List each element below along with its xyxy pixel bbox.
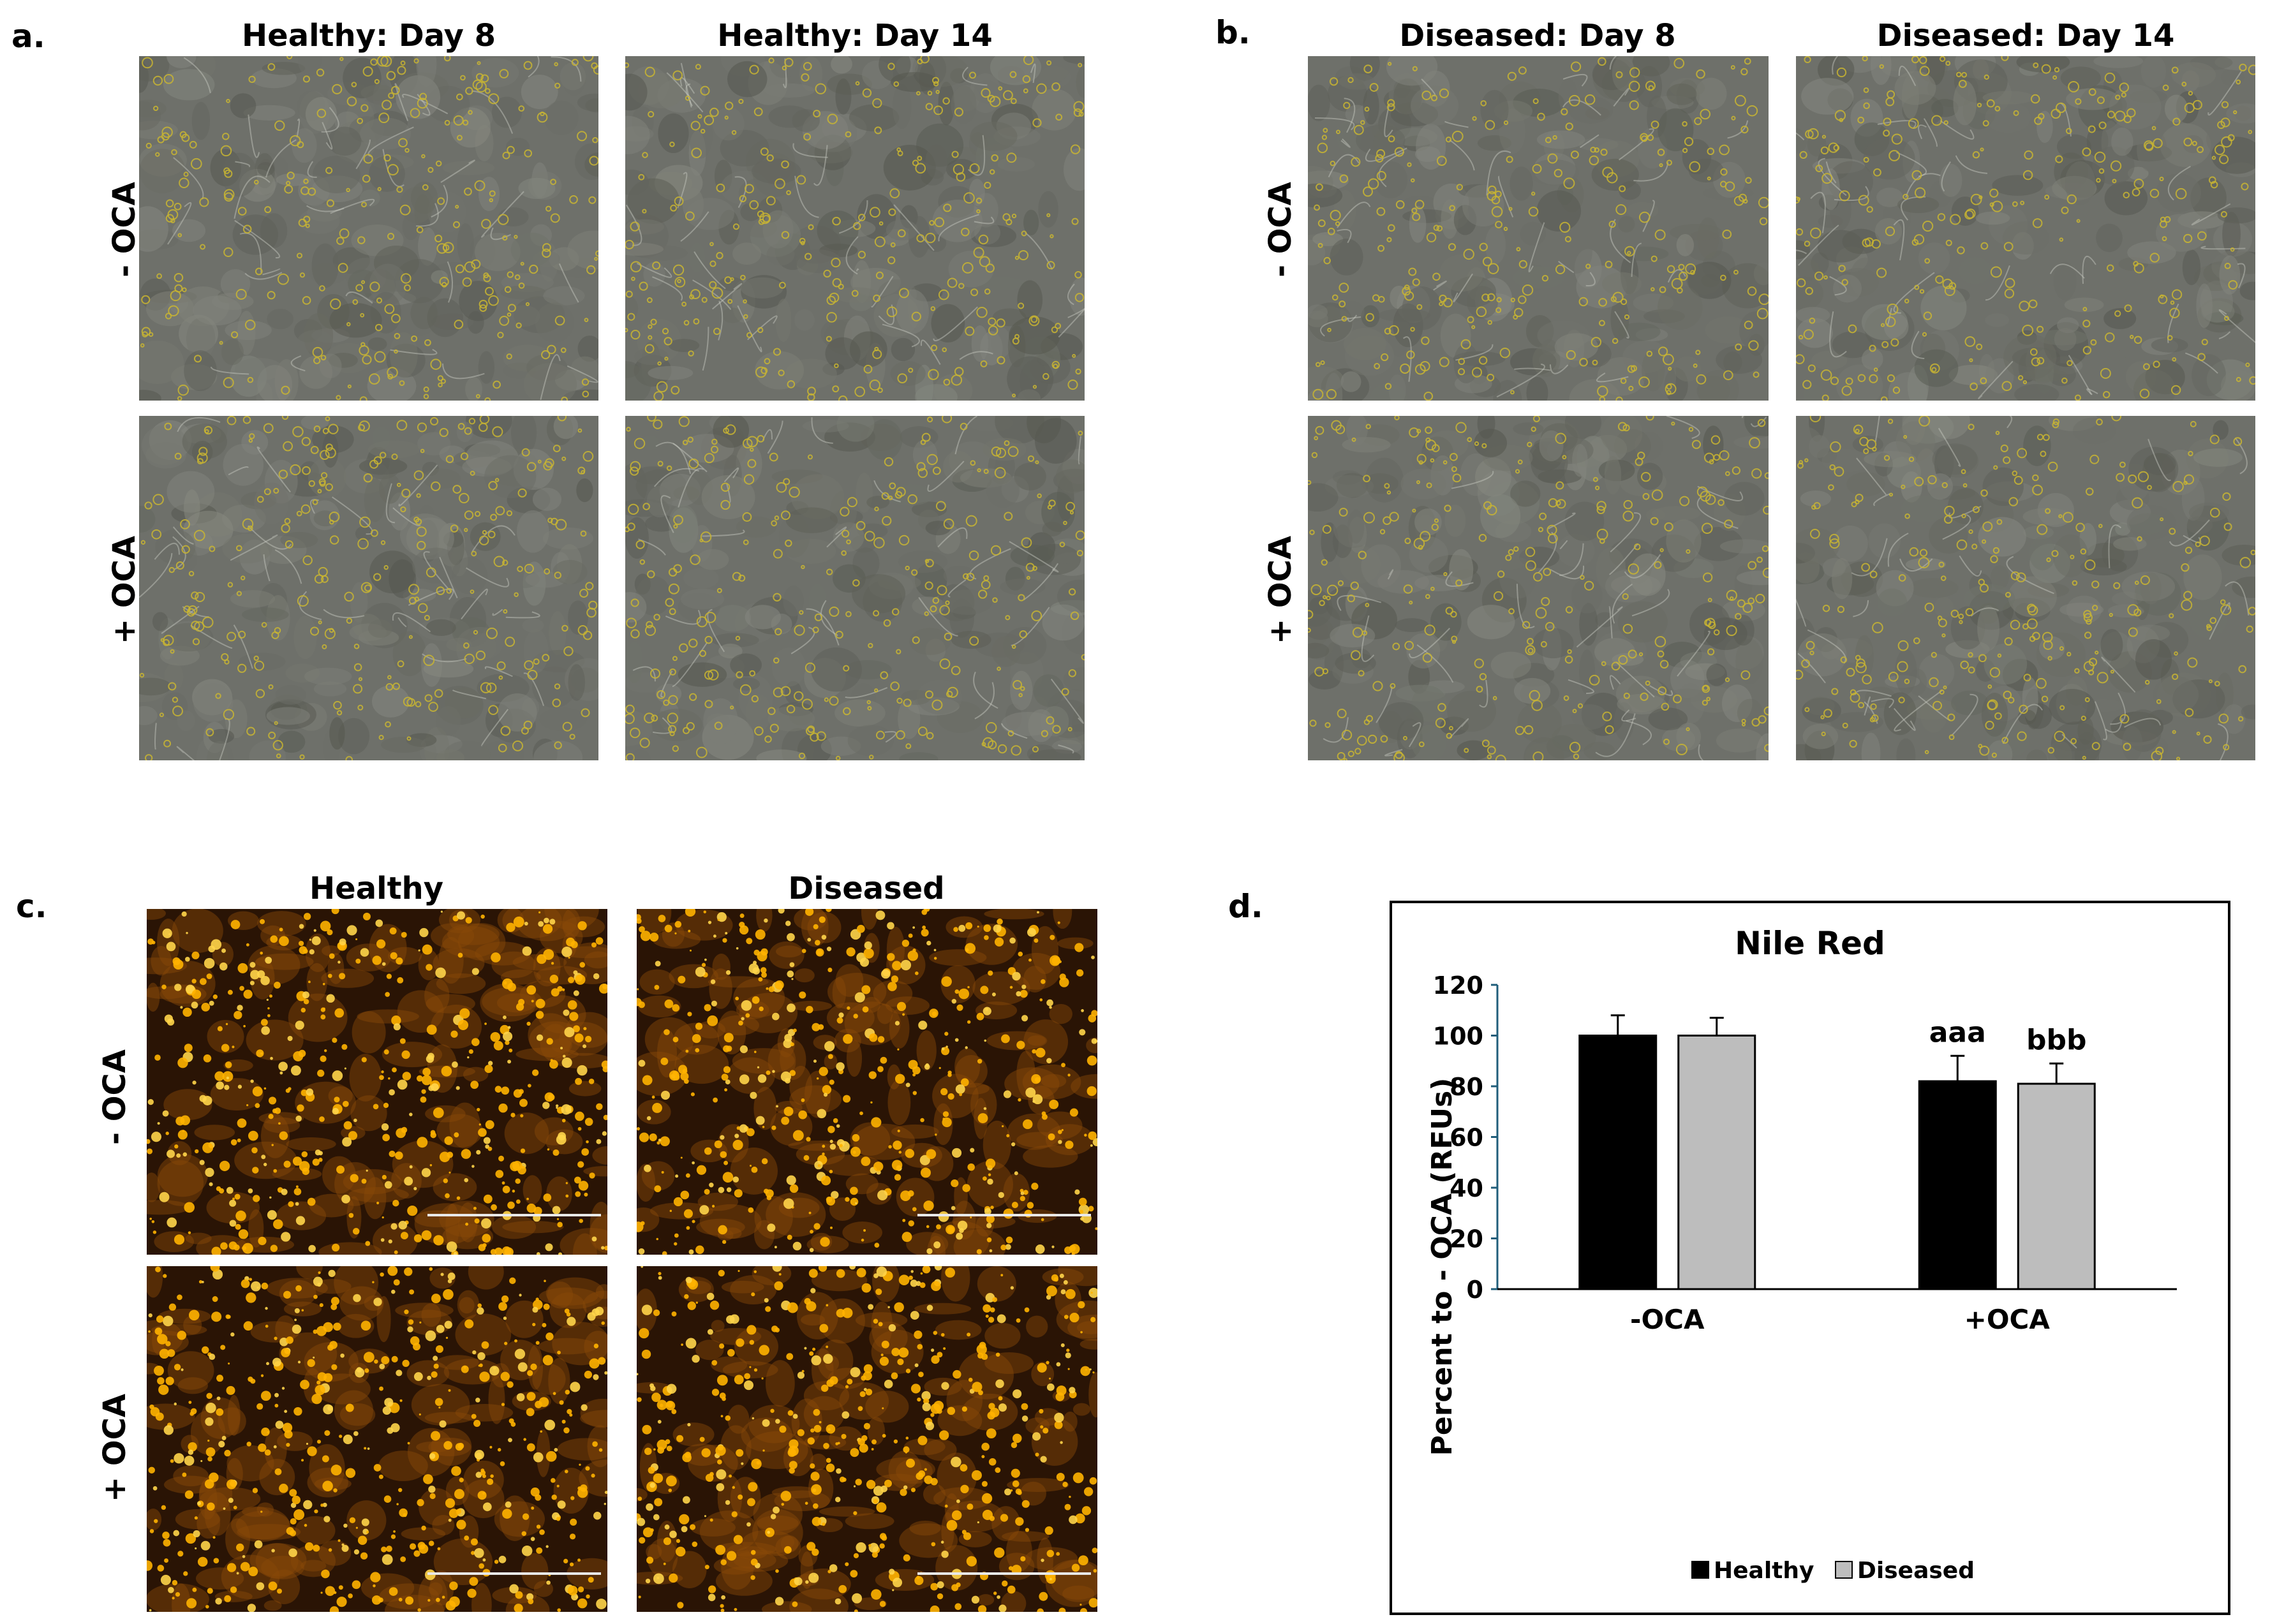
panel-d-label: d.: [1228, 888, 1263, 925]
y-tick-label: 20: [1450, 1225, 1483, 1253]
bar-diseased-oca: [2017, 1082, 2096, 1290]
panel-b-row-label-minus: - OCA: [1263, 182, 1298, 277]
nile-red-bar-chart: Nile Red Percent to - OCA (RFUs) 0 20 40 60…: [1426, 925, 2177, 1584]
x-tick-label: +OCA: [1964, 1304, 2051, 1335]
panel-a-col-title-day8: Healthy: Day 8: [241, 18, 496, 54]
error-bar: [2049, 1062, 2064, 1084]
panel-c-row-label-minus: - OCA: [97, 1049, 133, 1145]
error-bar: [1610, 1014, 1625, 1036]
panel-a-label: a.: [11, 18, 45, 55]
fluorescence-healthy-plus-oca: [147, 1266, 607, 1612]
micrograph-diseased-day14-minus-oca: [1796, 56, 2255, 401]
scale-bar: [427, 1214, 601, 1216]
y-tick-label: 40: [1450, 1174, 1483, 1202]
panel-b-label: b.: [1215, 14, 1250, 51]
panel-a-col-title-day14: Healthy: Day 14: [717, 18, 993, 54]
y-tick-label: 80: [1450, 1073, 1483, 1101]
error-bar: [1950, 1054, 1965, 1082]
significance-label: bbb: [2026, 1024, 2087, 1056]
fluorescence-diseased-minus-oca: [637, 909, 1097, 1255]
y-tick-label: 100: [1433, 1022, 1483, 1051]
micrograph-healthy-day14-minus-oca: [625, 56, 1085, 401]
scale-bar: [427, 1572, 601, 1575]
panel-c-row-label-plus: + OCA: [97, 1393, 133, 1503]
legend-swatch: [1835, 1561, 1853, 1579]
bar-healthy-oca: [1578, 1035, 1658, 1290]
y-tick-label: 60: [1450, 1124, 1483, 1152]
panel-b-col-title-day8: Diseased: Day 8: [1399, 18, 1676, 54]
micrograph-healthy-day8-minus-oca: [139, 56, 598, 401]
micrograph-diseased-day8-plus-oca: [1308, 416, 1769, 760]
micrograph-healthy-day14-plus-oca: [625, 416, 1085, 760]
panel-c-col-title-diseased: Diseased: [788, 871, 945, 906]
chart-title: Nile Red: [1735, 925, 1885, 962]
y-tick-label: 120: [1433, 971, 1483, 1000]
significance-label: aaa: [1929, 1016, 1986, 1049]
nile-red-chart-frame: Nile Red Percent to - OCA (RFUs) 0 20 40 60…: [1390, 901, 2230, 1615]
panel-b-col-title-day14: Diseased: Day 14: [1876, 18, 2175, 54]
bar-healthy-oca: [1918, 1080, 1997, 1290]
fluorescence-diseased-plus-oca: [637, 1266, 1097, 1612]
panel-c-col-title-healthy: Healthy: [309, 871, 443, 906]
y-tick-label: 0: [1467, 1276, 1483, 1304]
scale-bar: [917, 1214, 1091, 1216]
panel-a-row-label-minus: - OCA: [107, 182, 142, 277]
panel-a-row-label-plus: + OCA: [107, 535, 142, 645]
micrograph-diseased-day8-minus-oca: [1308, 56, 1769, 401]
panel-c-label: c.: [16, 888, 47, 925]
y-axis-label: Percent to - OCA (RFUs): [1426, 1078, 1458, 1456]
micrograph-diseased-day14-plus-oca: [1796, 416, 2255, 760]
error-bar: [1709, 1017, 1724, 1036]
chart-legend: Healthy Diseased: [1691, 1558, 1975, 1584]
fluorescence-healthy-minus-oca: [147, 909, 607, 1255]
x-tick-label: -OCA: [1630, 1304, 1705, 1335]
legend-label: Healthy: [1714, 1558, 1814, 1584]
bar-diseased-oca: [1677, 1035, 1756, 1290]
panel-b-row-label-plus: + OCA: [1263, 535, 1298, 645]
legend-label: Diseased: [1857, 1558, 1975, 1584]
micrograph-healthy-day8-plus-oca: [139, 416, 598, 760]
scale-bar: [917, 1572, 1091, 1575]
legend-swatch: [1691, 1561, 1709, 1579]
